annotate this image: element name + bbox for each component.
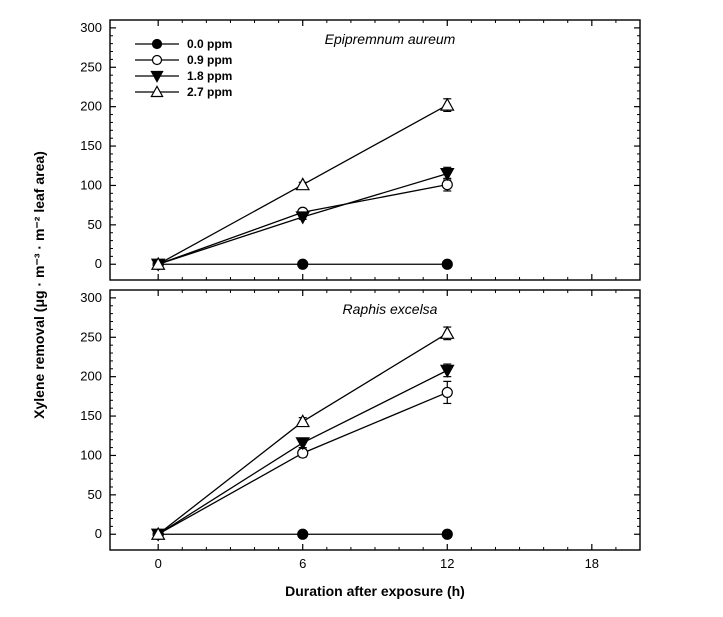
y-tick-label: 200 <box>80 369 102 384</box>
y-tick-label: 0 <box>95 256 102 271</box>
y-tick-label: 100 <box>80 447 102 462</box>
legend: 0.0 ppm 0.9 ppm 1.8 ppm 2.7 ppm <box>135 37 232 99</box>
y-tick-label: 250 <box>80 329 102 344</box>
y-tick-label: 300 <box>80 20 102 35</box>
y-tick-label: 300 <box>80 290 102 305</box>
legend-label: 0.0 ppm <box>187 37 232 51</box>
series <box>152 99 454 269</box>
panel: 0 50 100 150 200 250 300 0 6 12 18 Raphis excelsa <box>80 290 640 571</box>
y-tick-label: 150 <box>80 408 102 423</box>
xylene-removal-figure: 0 50 100 150 200 250 300 Epipremnum aureum 0 50 10… <box>0 0 723 617</box>
x-tick-label: 18 <box>585 556 599 571</box>
series <box>152 327 454 539</box>
y-tick-label: 100 <box>80 177 102 192</box>
y-tick-label: 250 <box>80 59 102 74</box>
y-axis-title: Xylene removal (μg · m⁻³ · m⁻² leaf area… <box>31 151 47 419</box>
panel: 0 50 100 150 200 250 300 Epipremnum aureum <box>80 20 640 280</box>
y-tick-label: 50 <box>88 217 102 232</box>
panel-title: Epipremnum aureum <box>325 31 456 47</box>
legend-label: 1.8 ppm <box>187 69 232 83</box>
y-tick-label: 50 <box>88 487 102 502</box>
x-tick-label: 0 <box>155 556 162 571</box>
legend-label: 2.7 ppm <box>187 85 232 99</box>
y-tick-label: 150 <box>80 138 102 153</box>
series <box>153 381 452 539</box>
x-tick-label: 12 <box>440 556 454 571</box>
series <box>153 529 452 539</box>
y-tick-label: 200 <box>80 99 102 114</box>
series <box>153 259 452 269</box>
y-tick-label: 0 <box>95 526 102 541</box>
x-axis-title: Duration after exposure (h) <box>285 583 465 599</box>
x-tick-label: 6 <box>299 556 306 571</box>
panel-title: Raphis excelsa <box>343 301 438 317</box>
legend-label: 0.9 ppm <box>187 53 232 67</box>
